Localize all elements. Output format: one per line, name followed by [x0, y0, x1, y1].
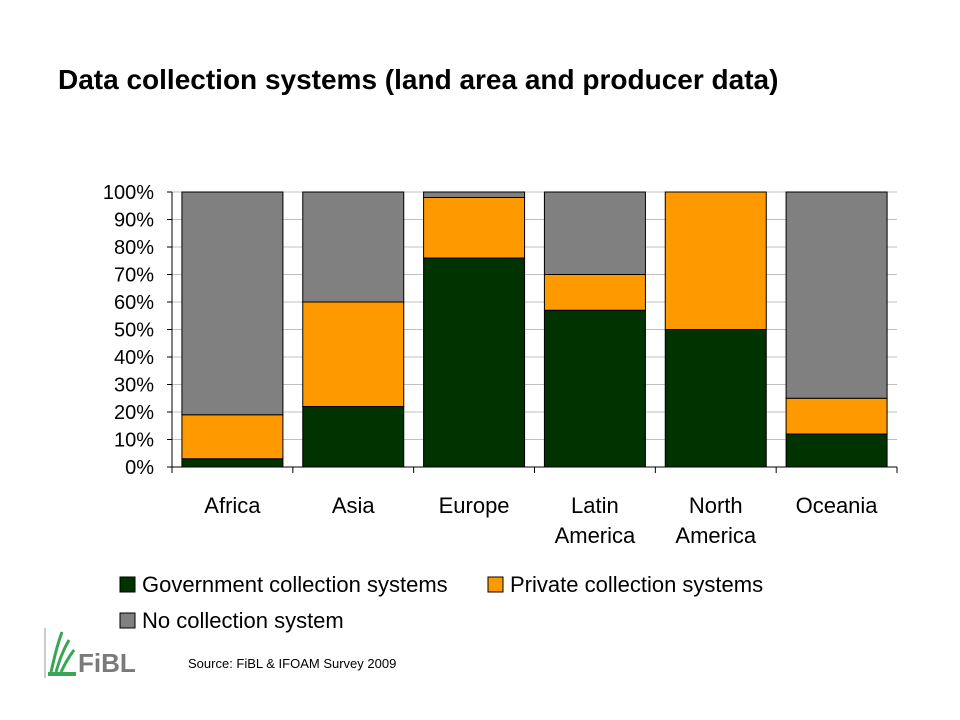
x-tick-label: Europe — [439, 493, 510, 518]
y-tick-label: 30% — [114, 375, 154, 397]
bar-segment — [543, 191, 646, 275]
source-note: Source: FiBL & IFOAM Survey 2009 — [188, 656, 397, 671]
y-tick-label: 60% — [114, 292, 154, 314]
bar-segment — [785, 397, 888, 435]
bar-segment — [302, 301, 405, 407]
bar-segment — [543, 309, 646, 468]
x-tick-label: North America — [675, 493, 756, 548]
y-tick-label: 100% — [103, 182, 154, 204]
bar-segment — [785, 191, 888, 399]
chart-title: Data collection systems (land area and p… — [58, 64, 779, 95]
legend-swatch — [487, 576, 504, 593]
y-tick-label: 80% — [114, 237, 154, 259]
bar-segment — [302, 406, 405, 468]
y-tick-label: 20% — [114, 402, 154, 424]
legend-swatch — [119, 612, 136, 629]
legend-swatch — [119, 576, 136, 593]
legend-label: Government collection systems — [142, 572, 448, 597]
y-tick-label: 50% — [114, 320, 154, 342]
x-tick-label: Africa — [204, 493, 261, 518]
legend-label: No collection system — [142, 608, 344, 633]
bar-segment — [181, 458, 284, 468]
y-tick-label: 70% — [114, 265, 154, 287]
bar-segment — [423, 257, 526, 468]
x-tick-label: Asia — [332, 493, 376, 518]
y-tick-label: 40% — [114, 347, 154, 369]
y-tick-label: 10% — [114, 430, 154, 452]
bar-segment — [785, 433, 888, 468]
bar-segment — [423, 197, 526, 259]
x-tick-label: Oceania — [796, 493, 879, 518]
x-tick-label: Latin America — [555, 493, 636, 548]
legend-label: Private collection systems — [510, 572, 763, 597]
bar-segment — [543, 274, 646, 311]
logo-text: FiBL — [78, 648, 136, 678]
y-tick-label: 90% — [114, 210, 154, 232]
bar-segment — [181, 414, 284, 460]
y-tick-label: 0% — [125, 457, 154, 479]
bar-segment — [302, 191, 405, 303]
fibl-logo: FiBL — [44, 628, 136, 678]
bar-segment — [423, 191, 526, 198]
bar-segment — [664, 329, 767, 468]
bar-segment — [664, 191, 767, 330]
bar-segment — [181, 191, 284, 416]
